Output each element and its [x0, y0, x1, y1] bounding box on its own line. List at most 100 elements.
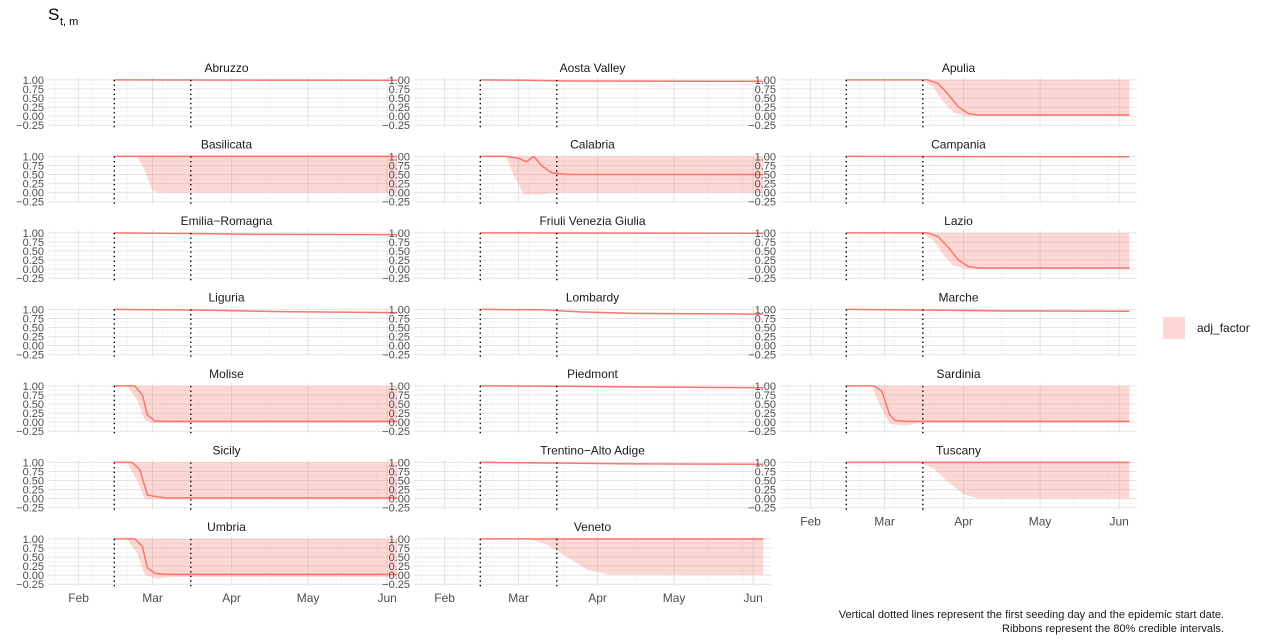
panel-aosta-valley: Aosta Valley 1.000.750.500.250.00−0.25	[382, 61, 771, 132]
y-tick-label: −0.25	[382, 197, 410, 209]
y-tick-label: 0.75	[755, 160, 776, 172]
y-tick-label: −0.25	[16, 426, 44, 438]
panel-grid	[48, 383, 405, 433]
x-tick-label: Apr	[588, 591, 607, 605]
legend-key-adj-factor	[1163, 317, 1185, 339]
y-tick-label: 1.00	[755, 381, 776, 393]
credible-interval-ribbon	[137, 156, 398, 193]
credible-interval-ribbon	[917, 462, 1130, 499]
y-tick-label: 0.00	[23, 341, 44, 353]
y-tick-label: 1.00	[23, 304, 44, 316]
y-tick-label: 0.50	[23, 399, 44, 411]
panel-title: Trentino−Alto Adige	[540, 444, 645, 458]
y-tick-labels: 1.000.750.500.250.00−0.25	[382, 304, 410, 361]
y-tick-labels: 1.000.750.500.250.00−0.25	[16, 381, 44, 438]
credible-interval-ribbon	[871, 385, 1130, 426]
panel-title: Veneto	[574, 520, 612, 534]
panel-grid	[414, 383, 771, 433]
panel-sicily: Sicily 1.000.750.500.250.00−0.25	[16, 444, 405, 515]
y-tick-labels: 1.000.750.500.250.00−0.25	[748, 381, 776, 438]
y-tick-label: 0.25	[23, 561, 44, 573]
panel-liguria: Liguria 1.000.750.500.250.00−0.25	[16, 291, 405, 362]
x-axis-col-3: Feb Mar Apr May Jun	[800, 515, 1129, 529]
panel-grid	[780, 77, 1137, 127]
y-tick-labels: 1.000.750.500.250.00−0.25	[748, 75, 776, 132]
y-tick-label: −0.25	[16, 120, 44, 132]
y-tick-label: 0.75	[23, 84, 44, 96]
y-tick-labels: 1.000.750.500.250.00−0.25	[16, 457, 44, 514]
y-tick-label: −0.25	[16, 503, 44, 515]
y-tick-label: 0.25	[755, 255, 776, 267]
y-tick-label: 0.75	[23, 466, 44, 478]
y-tick-label: 0.75	[389, 390, 410, 402]
y-tick-labels: 1.000.750.500.250.00−0.25	[16, 534, 44, 591]
y-tick-label: 0.50	[23, 246, 44, 258]
adj-factor-line	[114, 308, 398, 314]
y-tick-label: −0.25	[382, 350, 410, 362]
y-tick-label: 0.50	[23, 170, 44, 182]
y-tick-label: 0.25	[389, 255, 410, 267]
y-tick-labels: 1.000.750.500.250.00−0.25	[16, 151, 44, 208]
y-tick-labels: 1.000.750.500.250.00−0.25	[382, 381, 410, 438]
panel-title: Aosta Valley	[560, 61, 626, 75]
y-tick-label: −0.25	[382, 273, 410, 285]
y-tick-label: −0.25	[748, 120, 776, 132]
panel-title: Emilia−Romagna	[181, 214, 273, 228]
y-tick-labels: 1.000.750.500.250.00−0.25	[382, 151, 410, 208]
y-tick-label: 0.00	[23, 188, 44, 200]
x-tick-label: May	[297, 591, 320, 605]
y-tick-label: 1.00	[23, 75, 44, 87]
adj-factor-line	[846, 232, 1130, 269]
credible-interval-ribbon	[846, 79, 1130, 117]
y-tick-label: 0.75	[389, 466, 410, 478]
y-tick-labels: 1.000.750.500.250.00−0.25	[382, 75, 410, 132]
panel-grid	[780, 230, 1137, 280]
y-tick-label: 0.75	[23, 543, 44, 555]
y-tick-label: 0.00	[389, 111, 410, 123]
y-tick-label: −0.25	[16, 197, 44, 209]
adj-factor-line	[114, 232, 398, 236]
y-tick-label: 0.75	[23, 313, 44, 325]
adj-factor-line	[480, 385, 764, 389]
panel-grid	[414, 77, 771, 127]
panel-lazio: Lazio 1.000.750.500.250.00−0.25	[748, 214, 1137, 285]
y-tick-label: 0.25	[389, 485, 410, 497]
y-tick-label: 0.00	[389, 188, 410, 200]
panel-title: Sicily	[212, 444, 240, 458]
adj-factor-line	[480, 155, 764, 176]
y-tick-label: 0.00	[23, 417, 44, 429]
x-tick-label: Feb	[434, 591, 455, 605]
x-tick-label: May	[663, 591, 686, 605]
panel-title: Tuscany	[936, 444, 981, 458]
credible-interval-ribbon	[127, 462, 398, 500]
credible-interval-ribbon	[127, 385, 398, 423]
y-tick-label: −0.25	[382, 579, 410, 591]
panel-abruzzo: Abruzzo 1.000.750.500.250.00−0.25	[16, 61, 405, 132]
y-tick-label: 1.00	[23, 534, 44, 546]
panel-title: Molise	[209, 367, 244, 381]
y-tick-label: −0.25	[748, 273, 776, 285]
adj-factor-line	[480, 79, 764, 83]
y-tick-label: 0.50	[755, 399, 776, 411]
panel-grid	[48, 230, 405, 280]
y-tick-label: 0.00	[389, 341, 410, 353]
legend: adj_factor	[1163, 317, 1250, 339]
y-tick-label: 1.00	[755, 151, 776, 163]
panel-lombardy: Lombardy 1.000.750.500.250.00−0.25	[382, 291, 771, 362]
adj-factor-line	[846, 385, 1130, 423]
y-tick-label: 0.25	[389, 332, 410, 344]
y-tick-label: −0.25	[382, 426, 410, 438]
y-tick-label: −0.25	[16, 350, 44, 362]
y-tick-label: 0.00	[389, 570, 410, 582]
y-tick-label: 1.00	[389, 381, 410, 393]
y-tick-label: 1.00	[389, 457, 410, 469]
y-tick-label: 0.25	[389, 179, 410, 191]
panel-emilia-romagna: Emilia−Romagna 1.000.750.500.250.00−0.25	[16, 214, 405, 285]
adj-factor-line	[480, 308, 764, 315]
x-tick-label: Apr	[954, 515, 973, 529]
x-tick-label: Jun	[743, 591, 762, 605]
y-tick-label: 0.25	[23, 102, 44, 114]
y-tick-label: 0.50	[389, 323, 410, 335]
x-axis-col-1: Feb Mar Apr May Jun	[68, 591, 397, 605]
